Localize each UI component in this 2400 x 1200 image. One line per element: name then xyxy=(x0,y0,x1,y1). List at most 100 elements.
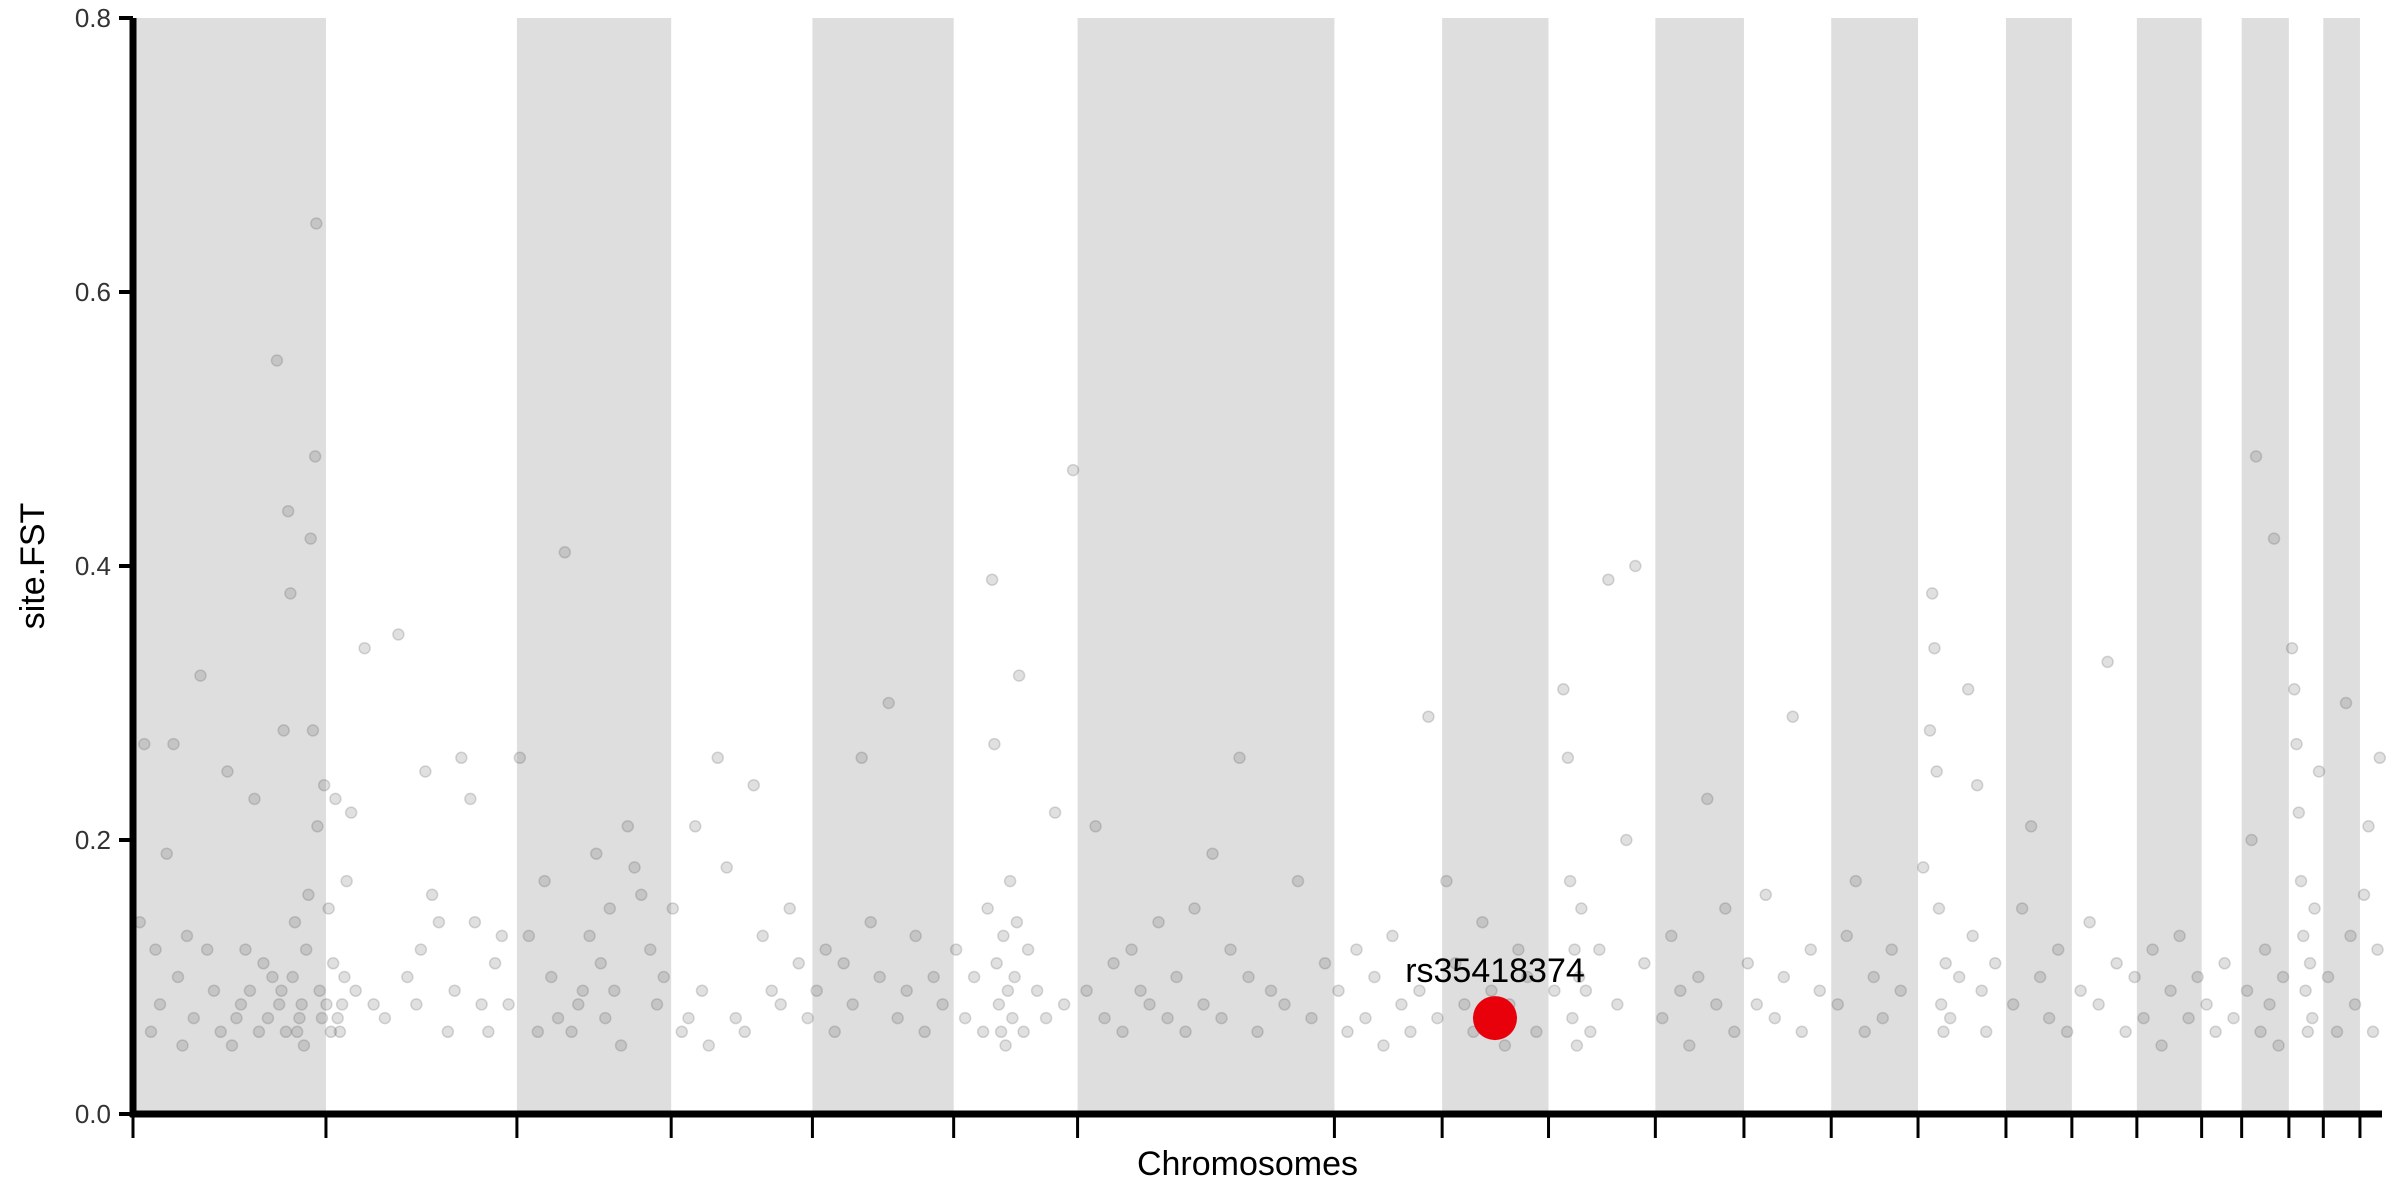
data-point xyxy=(976,1025,990,1039)
data-point xyxy=(311,820,324,833)
data-point xyxy=(2263,998,2276,1011)
data-point xyxy=(999,1039,1012,1052)
data-point xyxy=(1125,943,1138,956)
data-point xyxy=(137,737,151,751)
data-point xyxy=(1530,1025,1543,1039)
data-point xyxy=(326,957,340,970)
data-point xyxy=(711,751,724,765)
data-point xyxy=(1485,984,1498,997)
chromosome-band xyxy=(812,18,954,1114)
data-point xyxy=(1332,984,1345,997)
data-point xyxy=(2330,1025,2344,1039)
data-point xyxy=(1584,1025,1597,1039)
data-point xyxy=(2092,998,2105,1011)
data-point xyxy=(1215,1011,1228,1025)
data-point xyxy=(1988,957,2002,970)
data-point xyxy=(985,573,999,586)
data-point xyxy=(882,696,895,710)
data-point xyxy=(1557,683,1570,696)
data-point xyxy=(988,737,1001,751)
x-axis-ticks xyxy=(131,1114,2362,1138)
data-point xyxy=(522,929,536,943)
data-point xyxy=(864,915,877,929)
data-point xyxy=(2357,888,2371,902)
data-point xyxy=(792,957,805,970)
data-point xyxy=(432,915,446,929)
data-point xyxy=(1979,1025,1993,1039)
data-point xyxy=(144,1025,158,1039)
data-point xyxy=(495,929,509,943)
chromosome-band xyxy=(2323,18,2360,1114)
chromosome-band xyxy=(2241,18,2289,1114)
data-point xyxy=(475,998,488,1011)
data-point xyxy=(635,888,648,902)
data-point xyxy=(614,1039,628,1052)
data-point xyxy=(675,1025,689,1039)
data-point xyxy=(1885,943,1898,956)
data-point xyxy=(1341,1025,1354,1039)
y-axis-label: site.FST xyxy=(14,503,52,630)
data-point xyxy=(2182,1011,2195,1025)
data-point xyxy=(992,998,1006,1011)
data-point xyxy=(468,915,482,929)
data-point xyxy=(272,998,286,1011)
chromosome-band xyxy=(2136,18,2202,1114)
data-point xyxy=(1001,984,1015,997)
data-point xyxy=(873,970,886,984)
data-point xyxy=(288,915,302,929)
data-point xyxy=(2301,1025,2315,1039)
data-point xyxy=(293,1011,306,1025)
data-point xyxy=(958,1011,972,1025)
data-point xyxy=(180,929,194,943)
data-point xyxy=(1804,943,1818,956)
data-point xyxy=(2137,1011,2150,1025)
data-point xyxy=(720,861,733,874)
data-point xyxy=(1224,943,1237,956)
data-point xyxy=(583,929,596,943)
data-point xyxy=(2306,1011,2319,1025)
data-point xyxy=(261,1011,275,1025)
highlight-group: rs35418374 xyxy=(1405,952,1585,1041)
y-tick-label: 0.4 xyxy=(75,551,111,581)
data-point xyxy=(401,970,414,984)
data-point xyxy=(765,984,778,997)
highlight-snp-point[interactable] xyxy=(1472,996,1517,1041)
data-point xyxy=(167,737,180,751)
data-point xyxy=(657,970,671,984)
data-point xyxy=(214,1025,227,1039)
data-point xyxy=(464,792,477,806)
data-point xyxy=(900,984,913,997)
data-point xyxy=(1089,820,1102,833)
data-point xyxy=(153,998,167,1011)
data-point xyxy=(918,1025,931,1039)
data-point xyxy=(1629,559,1642,573)
data-point xyxy=(1359,1011,1372,1025)
data-point xyxy=(378,1011,392,1025)
data-point xyxy=(1368,970,1381,984)
data-point xyxy=(1966,929,1979,943)
data-point xyxy=(810,984,823,997)
data-point xyxy=(225,1039,239,1052)
data-point xyxy=(295,998,308,1011)
data-point xyxy=(1665,929,1678,943)
data-point xyxy=(2015,902,2029,915)
y-tick-label: 0.0 xyxy=(75,1099,111,1129)
data-point xyxy=(275,984,288,997)
data-point xyxy=(1849,874,1862,888)
data-point xyxy=(1521,970,1534,984)
data-point xyxy=(331,1011,344,1025)
data-point xyxy=(200,943,214,956)
data-point xyxy=(455,751,468,765)
data-point xyxy=(1107,957,1120,970)
data-point xyxy=(828,1025,841,1039)
data-point xyxy=(599,1011,612,1025)
data-point xyxy=(1422,710,1435,723)
chromosome-band xyxy=(133,18,326,1114)
data-point xyxy=(2155,1039,2168,1052)
data-point xyxy=(1395,998,1408,1011)
data-point xyxy=(1003,874,1017,888)
data-point xyxy=(994,1025,1008,1039)
data-point xyxy=(565,1025,578,1039)
data-point xyxy=(1961,683,1975,696)
data-point xyxy=(239,943,252,956)
